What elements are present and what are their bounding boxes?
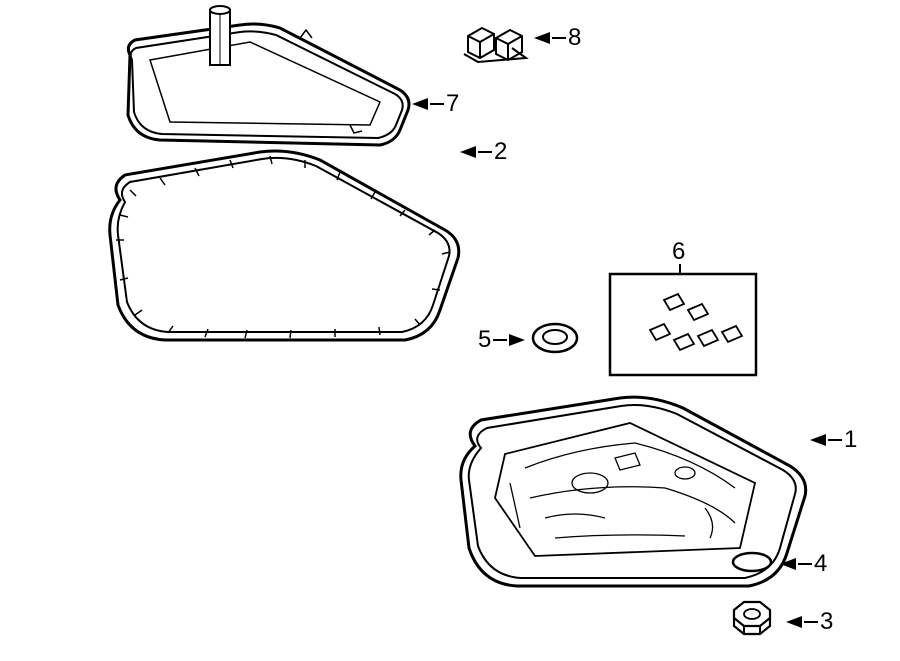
callout-4: 4 [780,550,827,578]
callout-3-label: 3 [820,608,833,636]
callout-3: 3 [786,608,833,636]
callout-1-label: 1 [844,426,857,454]
callout-1: 1 [810,426,857,454]
callout-6-line [679,264,681,274]
callout-5-label: 5 [478,326,491,354]
magnet-set [608,272,758,377]
callout-7-label: 7 [446,90,459,118]
callout-4-label: 4 [814,550,827,578]
callout-5: 5 [478,326,525,354]
callout-6: 6 [672,238,685,266]
connector [460,18,530,68]
callout-2: 2 [460,138,507,166]
callout-8-label: 8 [568,24,581,52]
oil-pan [435,388,815,608]
callout-8: 8 [534,24,581,52]
callout-2-label: 2 [494,138,507,166]
pan-gasket [80,140,470,380]
drain-plug-nut [724,598,780,640]
callout-7: 7 [412,90,459,118]
callout-6-label: 6 [672,238,685,265]
o-ring [730,550,774,574]
seal-washer [530,320,580,356]
